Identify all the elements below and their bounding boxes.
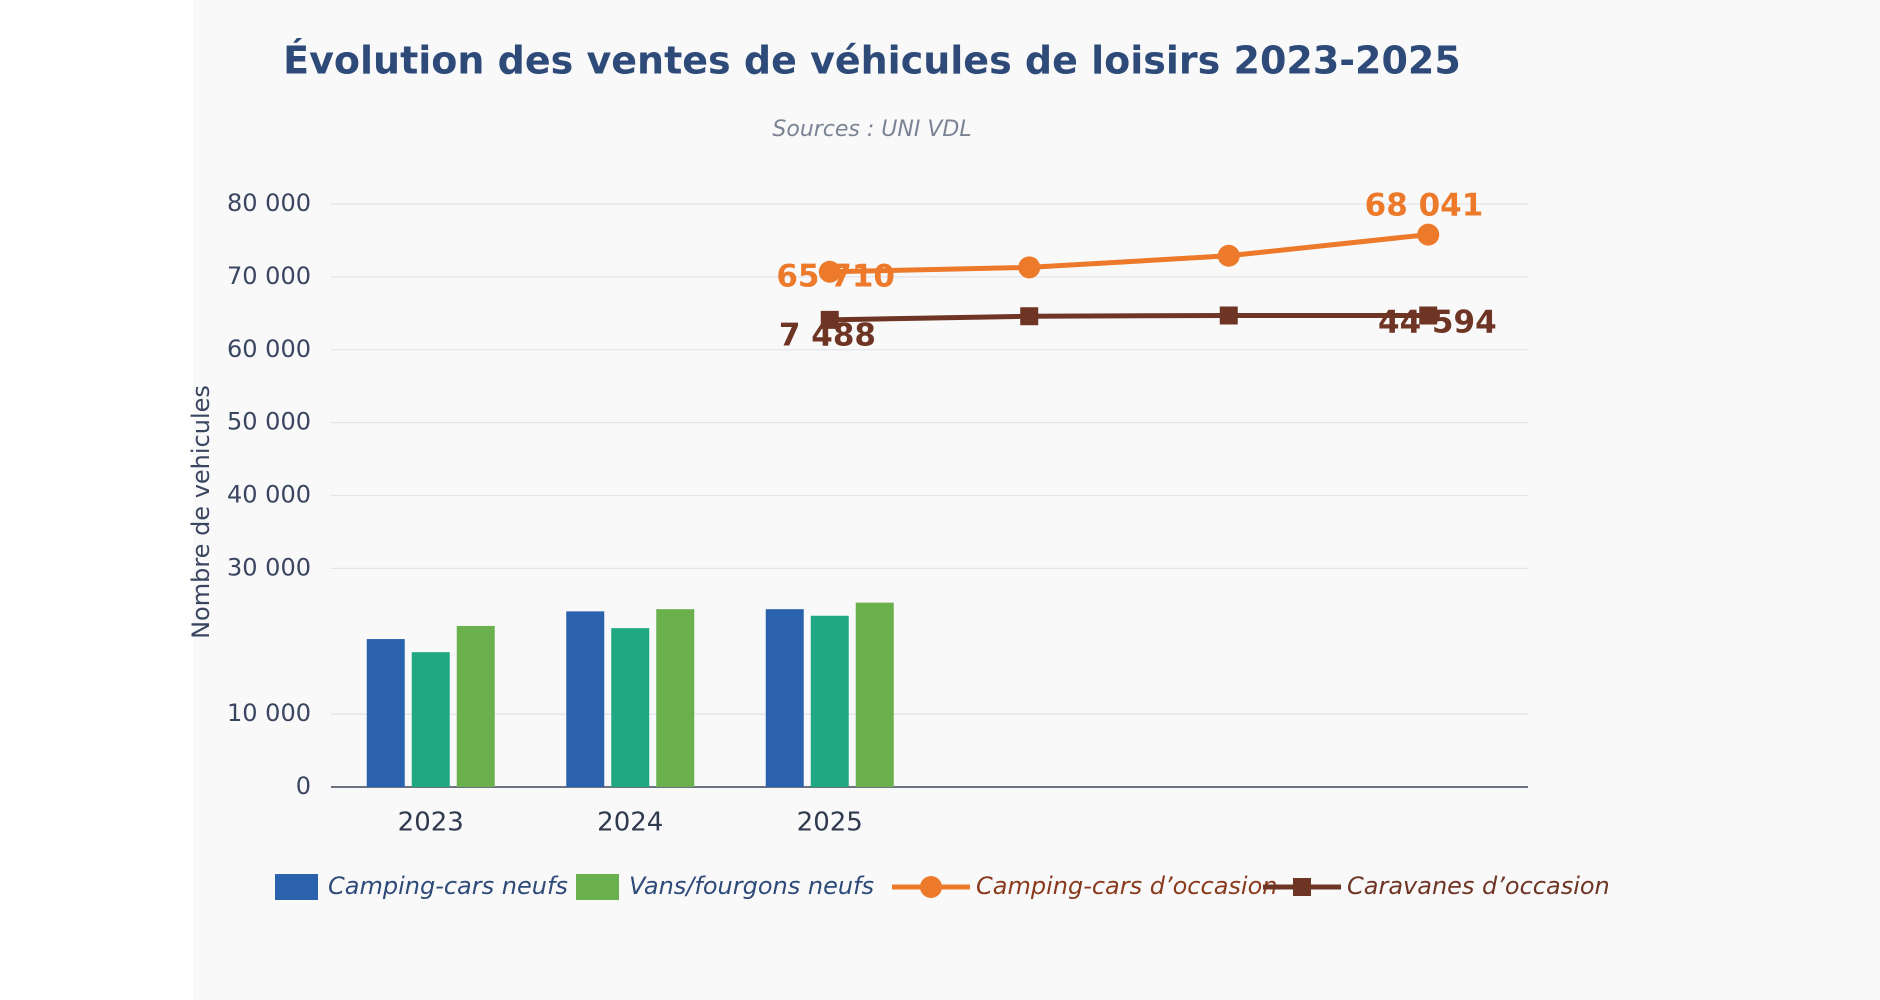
y-tick-label: 80 000 bbox=[227, 189, 311, 217]
bar bbox=[411, 652, 450, 787]
point bbox=[1020, 307, 1039, 326]
bar bbox=[456, 625, 495, 787]
annotation: 65 710 bbox=[776, 259, 895, 295]
point bbox=[1419, 306, 1438, 325]
legend-label: Vans/fourgons neufs bbox=[629, 872, 874, 900]
bar bbox=[566, 611, 605, 787]
y-tick-label: 40 000 bbox=[227, 481, 311, 509]
annotation: 7 488 bbox=[779, 318, 876, 354]
bar bbox=[855, 602, 894, 787]
chart-title: Évolution des ventes de véhicules de loi… bbox=[283, 39, 1461, 83]
point bbox=[1417, 223, 1440, 246]
legend-marker bbox=[920, 876, 942, 898]
legend-marker bbox=[1293, 878, 1311, 896]
y-tick-label: 30 000 bbox=[227, 553, 311, 581]
y-axis-title: Nombre de vehicules bbox=[187, 385, 215, 639]
point bbox=[818, 260, 841, 283]
legend-swatch bbox=[275, 874, 318, 900]
point bbox=[1217, 244, 1240, 267]
x-tick-label: 2024 bbox=[597, 808, 663, 838]
legend-swatch bbox=[576, 874, 619, 900]
y-tick-label: 60 000 bbox=[227, 335, 311, 363]
bar bbox=[611, 628, 650, 787]
annotation: 44 594 bbox=[1378, 305, 1497, 341]
point bbox=[820, 310, 839, 329]
annotation: 68 041 bbox=[1365, 188, 1484, 224]
legend-label: Caravanes d’occasion bbox=[1347, 872, 1610, 900]
x-tick-label: 2025 bbox=[797, 808, 863, 838]
x-tick-label: 2023 bbox=[398, 808, 464, 838]
point bbox=[1219, 306, 1238, 325]
y-tick-label: 50 000 bbox=[227, 408, 311, 436]
bar bbox=[656, 609, 695, 787]
y-tick-label: 0 bbox=[296, 772, 311, 800]
legend-label: Camping-cars d’occasion bbox=[976, 872, 1277, 900]
bar bbox=[366, 639, 405, 787]
bar bbox=[810, 615, 849, 787]
point bbox=[1018, 256, 1041, 279]
chart-subtitle: Sources : UNI VDL bbox=[772, 117, 971, 142]
line bbox=[829, 312, 1429, 323]
panel bbox=[193, 0, 1880, 1000]
legend-label: Camping-cars neufs bbox=[328, 872, 568, 900]
y-tick-label: 10 000 bbox=[227, 699, 311, 727]
bar bbox=[765, 609, 804, 787]
y-tick-label: 70 000 bbox=[227, 262, 311, 290]
line bbox=[829, 232, 1429, 275]
